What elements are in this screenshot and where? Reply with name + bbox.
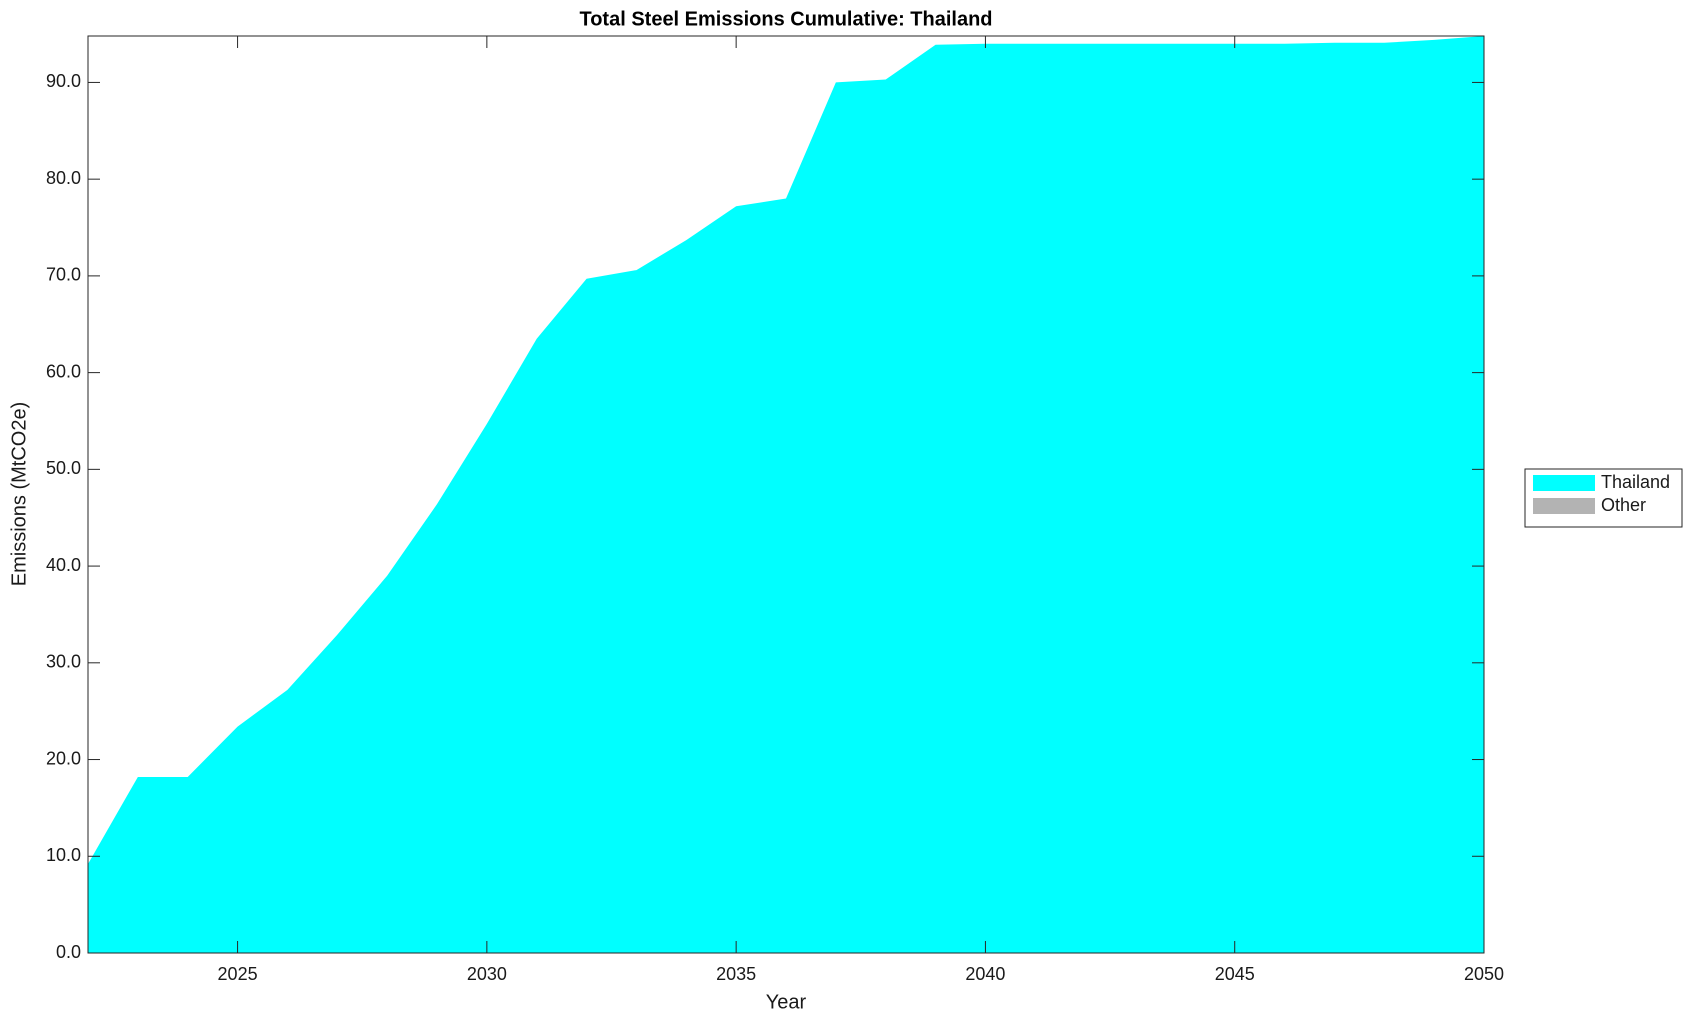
x-tick-label: 2040 [965,964,1005,984]
area [88,36,1484,953]
y-tick-label: 0.0 [56,942,81,962]
y-tick-label: 70.0 [46,265,81,285]
x-tick-label: 2050 [1464,964,1504,984]
x-tick-label: 2045 [1215,964,1255,984]
y-tick-label: 30.0 [46,652,81,672]
y-tick-label: 80.0 [46,168,81,188]
y-tick-label: 60.0 [46,361,81,381]
x-tick-label: 2030 [467,964,507,984]
legend-label: Thailand [1601,472,1670,492]
chart-title: Total Steel Emissions Cumulative: Thaila… [579,8,992,30]
legend-swatch [1533,498,1595,514]
y-tick-label: 10.0 [46,845,81,865]
y-tick-label: 20.0 [46,748,81,768]
legend-swatch [1533,475,1595,491]
y-axis-label: Emissions (MtCO2e) [8,402,30,586]
plot-frame [87,35,1485,954]
x-tick-label: 2025 [218,964,258,984]
y-tick-label: 40.0 [46,555,81,575]
x-axis-label: Year [766,991,807,1013]
legend-label: Other [1601,495,1646,515]
y-tick-label: 90.0 [46,71,81,91]
x-tick-label: 2035 [716,964,756,984]
y-tick-label: 50.0 [46,458,81,478]
